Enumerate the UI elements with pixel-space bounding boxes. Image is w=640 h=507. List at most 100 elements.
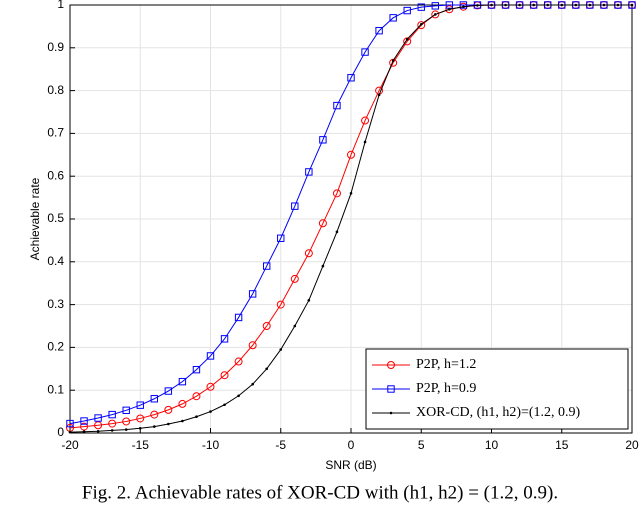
marker [361, 116, 370, 125]
marker [68, 430, 72, 434]
marker [234, 357, 243, 366]
marker [220, 335, 229, 343]
x-tick-label: 0 [348, 438, 355, 452]
marker [459, 1, 468, 9]
marker [319, 136, 327, 144]
marker [304, 249, 313, 258]
plot-frame [69, 4, 633, 434]
marker [363, 140, 367, 144]
marker [164, 387, 173, 395]
y-tick-label: 0.7 [47, 126, 64, 140]
y-tick-label: 0.2 [47, 340, 64, 354]
y-axis-label: Achievable rate [28, 177, 42, 260]
marker [150, 395, 159, 403]
marker [419, 22, 423, 26]
marker [391, 59, 395, 62]
x-tick-label: 10 [485, 438, 499, 452]
marker [602, 3, 606, 7]
marker [403, 6, 411, 15]
marker [80, 417, 88, 425]
marker [110, 429, 114, 432]
marker [361, 48, 369, 56]
marker [206, 352, 215, 360]
marker [223, 403, 226, 407]
marker [279, 348, 283, 351]
marker [178, 399, 187, 408]
marker [417, 21, 426, 30]
x-tick-label: 5 [418, 438, 425, 452]
marker [321, 264, 325, 268]
marker [122, 417, 131, 426]
marker [616, 3, 620, 7]
marker [518, 3, 521, 7]
marker [560, 3, 564, 7]
marker [206, 382, 215, 391]
marker [192, 365, 201, 374]
marker [82, 430, 86, 434]
y-tick-label: 0.5 [47, 211, 64, 225]
marker [195, 415, 198, 419]
marker [262, 322, 271, 330]
marker [136, 401, 144, 409]
marker [181, 419, 184, 423]
marker [265, 367, 269, 371]
legend-label: XOR-CD, (h1, h2)=(1.2, 0.9) [416, 405, 581, 420]
marker [349, 192, 353, 195]
marker [307, 299, 311, 302]
marker [434, 13, 437, 16]
marker [293, 324, 297, 328]
marker [122, 406, 130, 415]
marker [66, 419, 74, 428]
x-tick-label: -10 [202, 438, 220, 452]
x-tick-label: -5 [275, 438, 286, 452]
x-tick-label: -20 [61, 438, 79, 452]
x-tick-label: -15 [132, 438, 150, 452]
marker [96, 429, 100, 433]
marker [277, 234, 285, 242]
marker [431, 2, 440, 10]
marker [431, 10, 440, 19]
marker [248, 341, 257, 350]
y-tick-label: 1 [57, 0, 64, 11]
marker [192, 392, 201, 401]
y-tick-label: 0.9 [47, 40, 64, 54]
marker [124, 428, 128, 431]
marker [276, 300, 285, 309]
marker [476, 4, 479, 7]
marker [546, 3, 549, 7]
marker [108, 419, 117, 428]
marker [389, 58, 398, 67]
y-tick-label: 0.6 [47, 168, 64, 182]
marker [448, 7, 451, 11]
marker [220, 371, 229, 380]
marker [290, 274, 299, 283]
marker [150, 410, 159, 419]
y-tick-label: 0.8 [47, 83, 64, 97]
marker [248, 290, 257, 298]
marker [375, 26, 383, 35]
y-tick-label: 0.4 [47, 254, 64, 268]
marker [347, 150, 355, 159]
legend-label: P2P, h=1.2 [416, 357, 476, 372]
marker [234, 313, 243, 322]
x-tick-label: 15 [555, 438, 569, 452]
marker [136, 414, 145, 423]
marker [94, 421, 103, 430]
marker [164, 405, 173, 414]
marker [504, 3, 507, 7]
marker [138, 426, 142, 430]
y-tick-label: 0.3 [47, 297, 64, 311]
marker [178, 377, 187, 386]
marker [588, 3, 592, 7]
marker [405, 37, 409, 41]
marker [80, 422, 89, 431]
marker [403, 37, 412, 46]
marker [387, 361, 395, 369]
marker [291, 202, 299, 210]
marker [389, 14, 397, 22]
marker [153, 425, 156, 428]
marker [237, 394, 240, 398]
marker [417, 3, 425, 11]
marker [347, 74, 355, 82]
caption: Fig. 2. Achievable rates of XOR-CD with … [82, 482, 558, 503]
